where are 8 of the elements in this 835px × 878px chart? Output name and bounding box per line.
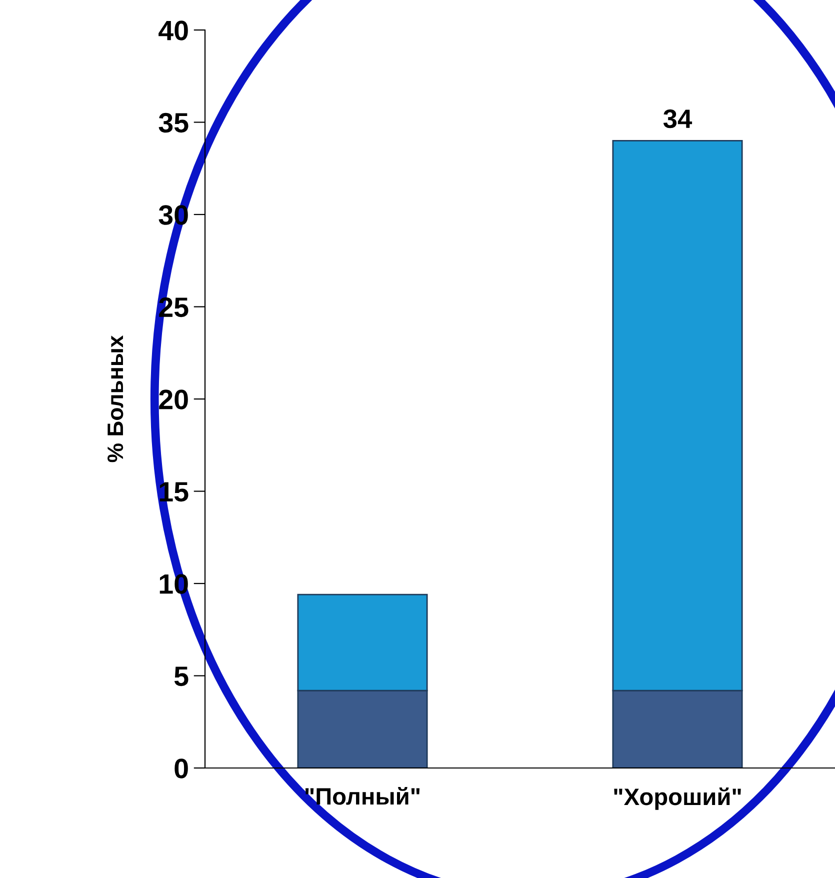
- total-label: 34: [663, 109, 692, 128]
- y-tick-label: 5: [174, 666, 188, 686]
- y-axis-title: % Больных: [108, 335, 124, 462]
- y-tick-label: 0: [174, 758, 188, 778]
- y-tick-label: 20: [159, 390, 188, 410]
- y-tick-label: 35: [158, 112, 188, 133]
- x-tick-label: "Хороший": [614, 787, 741, 810]
- y-tick-label: 40: [158, 20, 188, 40]
